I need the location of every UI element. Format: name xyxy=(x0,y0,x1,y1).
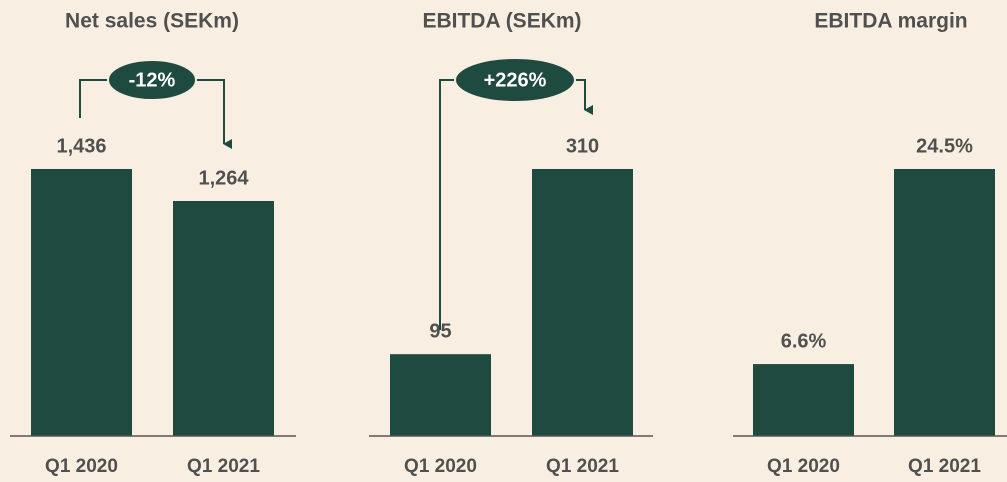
x-tick-label: Q1 2020 xyxy=(767,456,840,477)
annotation-badge xyxy=(107,59,197,101)
x-tick-label: Q1 2021 xyxy=(187,456,260,477)
value-label: 6.6% xyxy=(781,330,827,352)
value-label: 95 xyxy=(429,320,451,342)
bar xyxy=(390,354,491,436)
annotation: +226% xyxy=(484,69,547,91)
annotation: -12% xyxy=(129,69,176,91)
value-label: 24.5% xyxy=(916,135,973,157)
chart-title: EBITDA margin xyxy=(814,10,967,33)
annotation-badge xyxy=(454,57,576,103)
bar xyxy=(532,169,633,436)
value-label: 1,264 xyxy=(198,167,249,189)
bar xyxy=(31,169,132,436)
bar xyxy=(753,364,854,436)
bar xyxy=(894,169,995,436)
bracket-arrow xyxy=(439,79,585,330)
x-tick-label: Q1 2020 xyxy=(45,456,118,477)
x-tick-label: Q1 2021 xyxy=(546,456,619,477)
bracket-arrow xyxy=(79,79,224,144)
chart-title: Net sales (SEKm) xyxy=(65,10,239,33)
x-tick-label: Q1 2021 xyxy=(908,456,981,477)
x-tick-label: Q1 2020 xyxy=(404,456,477,477)
bar xyxy=(173,200,274,436)
value-label: 310 xyxy=(566,135,599,157)
chart-title: EBITDA (SEKm) xyxy=(422,10,581,33)
value-label: 1,436 xyxy=(56,135,106,157)
